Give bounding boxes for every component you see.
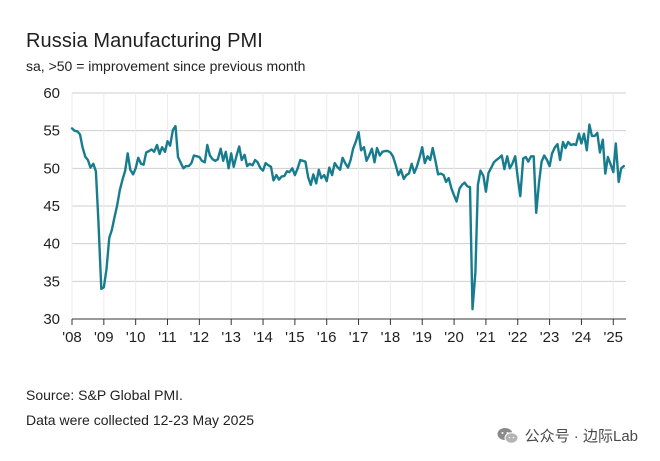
x-tick-label: '25 [603, 329, 623, 346]
x-tick-label: '11 [158, 329, 176, 346]
x-tick-label: '18 [381, 329, 401, 346]
x-tick-label: '14 [253, 329, 273, 346]
y-tick-label: 35 [43, 273, 60, 290]
y-tick-label: 60 [43, 85, 60, 102]
x-tick-label: '16 [317, 329, 337, 346]
y-tick-label: 55 [43, 123, 60, 140]
watermark: 公众号 · 边际Lab [497, 425, 638, 446]
pmi-series-line [70, 123, 625, 311]
y-tick-label: 40 [43, 236, 60, 253]
x-tick-label: '23 [540, 329, 560, 346]
series-layer [70, 123, 625, 311]
chart-subtitle: sa, >50 = improvement since previous mon… [26, 58, 306, 74]
y-tick-label: 30 [43, 311, 60, 328]
y-tick-label: 45 [43, 198, 60, 215]
x-axis: '08 '09 '10 '11 '12 '13 '14 '15 '16 '17 '18 '19 '20 '… [62, 318, 626, 346]
x-tick-label: '10 [126, 329, 146, 346]
x-tick-label: '21 [476, 329, 496, 346]
source-note: Source: S&P Global PMI. [26, 387, 183, 403]
gridlines [71, 92, 626, 320]
x-tick-label: '15 [285, 329, 305, 346]
x-tick-label: '13 [221, 329, 241, 346]
wechat-icon [497, 427, 519, 445]
collection-note: Data were collected 12-23 May 2025 [26, 412, 255, 428]
y-tick-label: 50 [43, 160, 60, 177]
x-tick-label: '08 [62, 329, 82, 346]
x-tick-label: '17 [349, 329, 369, 346]
x-tick-label: '22 [508, 329, 528, 346]
x-tick-label: '20 [444, 329, 464, 346]
x-tick-label: '09 [94, 329, 114, 346]
x-tick-label: '24 [572, 329, 592, 346]
x-tick-label: '19 [412, 329, 432, 346]
chart-title: Russia Manufacturing PMI [26, 30, 263, 52]
y-axis: 30 35 40 45 50 55 60 [43, 85, 60, 328]
watermark-text: 公众号 · 边际Lab [524, 428, 638, 445]
x-tick-label: '12 [190, 329, 210, 346]
